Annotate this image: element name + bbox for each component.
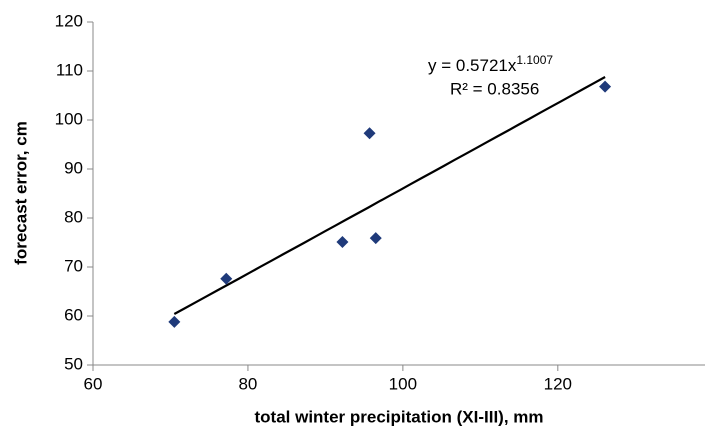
y-axis-title: forecast error, cm <box>11 121 30 265</box>
x-tick-label: 120 <box>544 374 572 393</box>
x-tick-label: 100 <box>389 374 417 393</box>
trend-equation: y = 0.5721x1.1007 <box>428 53 553 75</box>
r-squared: R² = 0.8356 <box>450 79 539 98</box>
equation-base: y = 0.5721x <box>428 56 517 75</box>
y-tick-label: 120 <box>55 11 83 30</box>
data-point <box>363 127 376 140</box>
equation-exponent: 1.1007 <box>516 53 553 67</box>
x-axis-title: total winter precipitation (XI-III), mm <box>254 407 543 426</box>
y-tick-label: 100 <box>55 109 83 128</box>
y-tick-label: 110 <box>56 60 83 79</box>
data-point <box>336 236 349 249</box>
data-point <box>369 232 382 245</box>
y-tick-label: 70 <box>64 256 83 275</box>
x-tick-label: 80 <box>238 374 257 393</box>
y-tick-label: 90 <box>64 158 83 177</box>
trendline <box>173 76 606 315</box>
data-point <box>168 315 181 328</box>
y-tick-label: 50 <box>64 354 83 373</box>
data-point <box>599 80 612 93</box>
data-point <box>220 272 233 285</box>
x-tick-label: 60 <box>84 374 103 393</box>
y-tick-label: 60 <box>64 305 83 324</box>
y-tick-label: 80 <box>64 207 83 226</box>
